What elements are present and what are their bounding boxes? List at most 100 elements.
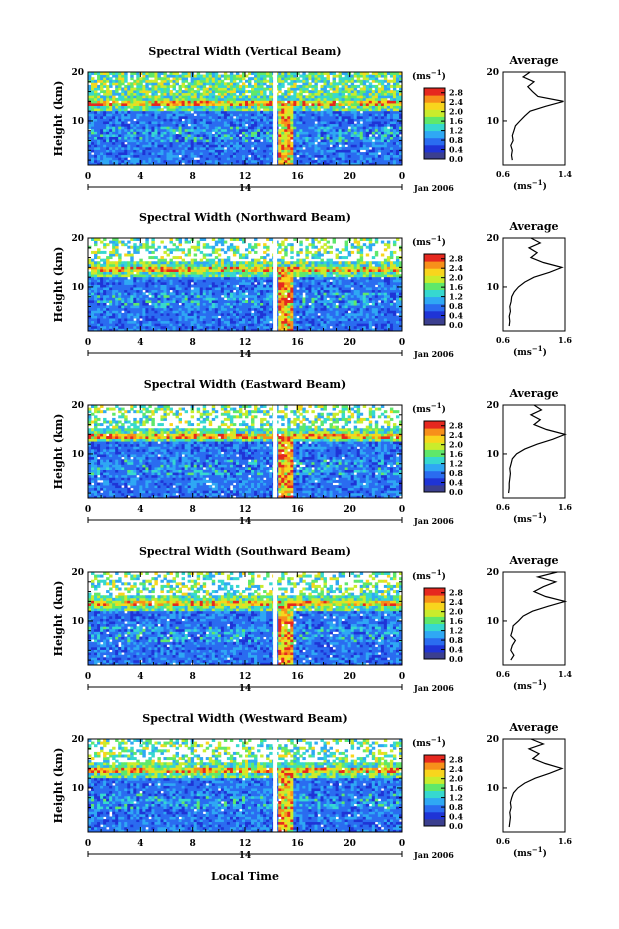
- heatmap-cell: [178, 136, 182, 140]
- heatmap-cell: [245, 115, 249, 119]
- heatmap-cell: [368, 113, 373, 117]
- heatmap-cell: [163, 323, 167, 327]
- heatmap-cell: [305, 323, 309, 327]
- heatmap-cell: [338, 126, 343, 130]
- heatmap-cell: [220, 300, 225, 303]
- heatmap-cell: [254, 157, 258, 161]
- heatmap-cell: [241, 103, 246, 106]
- heatmap-cell: [214, 315, 219, 319]
- heatmap-cell: [377, 157, 382, 161]
- heatmap-cell: [202, 84, 207, 88]
- heatmap-cell: [100, 149, 104, 153]
- heatmap-cell: [350, 74, 355, 78]
- heatmap-cell: [338, 115, 343, 119]
- colorbar-segment: [424, 137, 445, 146]
- heatmap-cell: [217, 328, 222, 332]
- heatmap-cell: [130, 141, 134, 145]
- heatmap-cell: [235, 157, 240, 161]
- heatmap-cell: [172, 82, 176, 86]
- heatmap-cell: [166, 123, 170, 127]
- heatmap-cell: [392, 95, 397, 99]
- heatmap-cell: [232, 90, 237, 94]
- heatmap-cell: [112, 302, 116, 306]
- heatmap-cell: [359, 103, 364, 106]
- heatmap-cell: [350, 325, 355, 329]
- heatmap-cell: [112, 144, 116, 148]
- heatmap-cell: [371, 328, 376, 332]
- heatmap-cell: [320, 318, 324, 322]
- heatmap-cell: [281, 152, 285, 156]
- heatmap-cell: [232, 97, 237, 101]
- heatmap-cell: [172, 139, 176, 143]
- heatmap-cell: [94, 97, 98, 101]
- heatmap-cell: [217, 323, 222, 327]
- heatmap-cell: [145, 312, 149, 316]
- heatmap-cell: [371, 157, 376, 161]
- heatmap-cell: [238, 123, 243, 127]
- heatmap-cell: [263, 328, 267, 332]
- heatmap-cell: [139, 115, 143, 119]
- heatmap-cell: [257, 320, 261, 324]
- heatmap-cell: [290, 103, 294, 106]
- heatmap-cell: [97, 92, 101, 96]
- heatmap-cell: [380, 134, 385, 137]
- heatmap-cell: [91, 328, 95, 332]
- heatmap-cell: [290, 84, 294, 88]
- heatmap-cell: [398, 323, 403, 327]
- heatmap-cell: [245, 95, 249, 99]
- heatmap-cell: [139, 95, 143, 99]
- heatmap-cell: [326, 136, 330, 140]
- heatmap-cell: [311, 115, 315, 119]
- heatmap-cell: [371, 136, 376, 140]
- heatmap-cell: [383, 92, 388, 96]
- heatmap-cell: [118, 113, 122, 117]
- heatmap-cell: [241, 84, 246, 88]
- heatmap-cell: [359, 312, 364, 316]
- heatmap-cell: [278, 79, 282, 83]
- heatmap-cell: [260, 87, 264, 91]
- heatmap-cell: [293, 131, 297, 135]
- heatmap-cell: [193, 323, 198, 327]
- heatmap-cell: [88, 87, 92, 91]
- heatmap-cell: [199, 84, 204, 88]
- heatmap-cell: [320, 144, 324, 148]
- heatmap-cell: [163, 315, 167, 319]
- heatmap-cell: [205, 126, 210, 130]
- heatmap-cell: [359, 92, 364, 96]
- heatmap-cell: [311, 141, 315, 145]
- heatmap-cell: [389, 123, 394, 127]
- heatmap-cell: [205, 97, 210, 101]
- heatmap-cell: [266, 131, 270, 135]
- heatmap-cell: [395, 115, 400, 119]
- heatmap-cell: [232, 95, 237, 99]
- heatmap-cell: [166, 144, 170, 148]
- heatmap-cell: [260, 310, 264, 314]
- heatmap-cell: [251, 141, 255, 145]
- heatmap-cell: [187, 139, 192, 143]
- heatmap-cell: [305, 128, 309, 132]
- heatmap-cell: [311, 79, 315, 83]
- heatmap-cell: [263, 105, 267, 109]
- heatmap-cell: [350, 149, 355, 153]
- heatmap-cell: [287, 134, 291, 137]
- heatmap-cell: [166, 136, 170, 140]
- heatmap-cell: [235, 320, 240, 324]
- heatmap-cell: [214, 146, 219, 150]
- heatmap-cell: [395, 113, 400, 117]
- heatmap-cell: [211, 312, 216, 316]
- heatmap-cell: [172, 131, 176, 135]
- heatmap-cell: [100, 103, 104, 106]
- heatmap-cell: [166, 74, 170, 78]
- heatmap-cell: [251, 87, 255, 91]
- heatmap-cell: [311, 310, 315, 314]
- heatmap-cell: [217, 312, 222, 316]
- heatmap-cell: [196, 318, 201, 322]
- heatmap-cell: [217, 97, 222, 101]
- heatmap-cell: [169, 92, 173, 96]
- heatmap-cell: [332, 97, 336, 101]
- heatmap-cell: [245, 328, 249, 332]
- heatmap-cell: [223, 113, 228, 117]
- heatmap-cell: [142, 134, 146, 137]
- heatmap-cell: [386, 141, 391, 145]
- heatmap-cell: [139, 310, 143, 314]
